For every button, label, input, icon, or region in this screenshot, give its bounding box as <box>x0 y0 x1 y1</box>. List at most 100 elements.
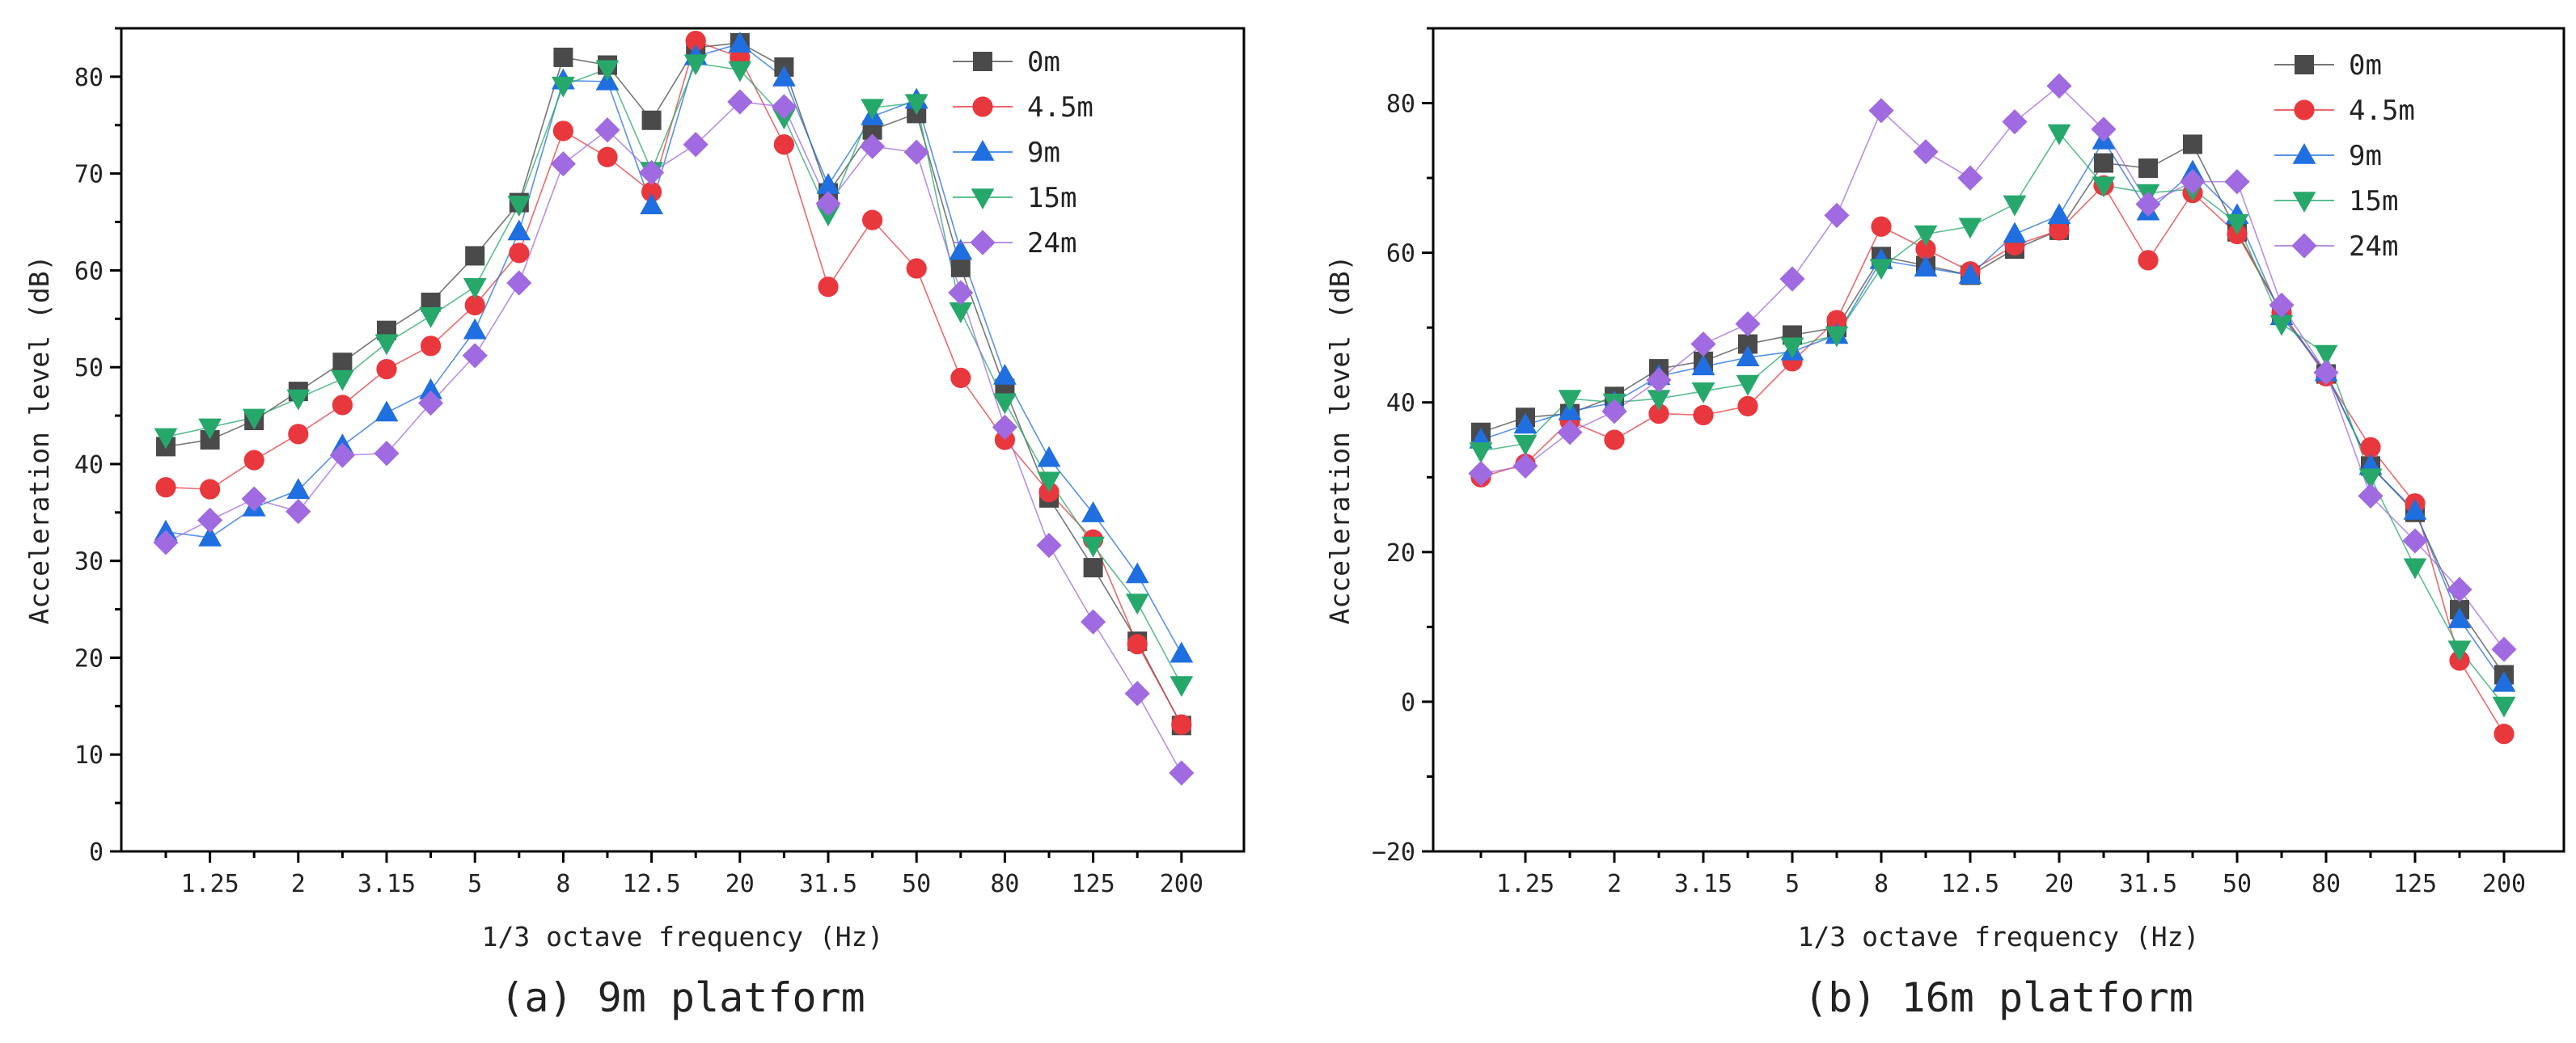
panel-b-series-15m-point <box>1736 374 1760 396</box>
panel-b-series-15m-point <box>1914 225 1938 247</box>
panel-a-series-15m-point <box>286 389 311 411</box>
panel-b-series-9m-point <box>1914 255 1938 277</box>
panel-a-y-axis-title: Acceleration level (dB) <box>23 255 55 625</box>
panel-b-legend: 0m 4.5m 9m 15m 24m <box>2274 49 2415 263</box>
panel-b-series-15m-point <box>1513 434 1538 456</box>
panel-a-series-15m-point <box>463 277 487 299</box>
panel-a-9m-platform: 0 10 20 30 40 50 60 70 80 1.25 2 3.15 5 8 12.5 20 31.5 50… <box>23 27 1246 1021</box>
panel-a-x-tick-label: 1.25 <box>180 870 239 898</box>
panel-b-series-15m-point <box>2047 124 2071 146</box>
panel-b-series-15m-point <box>1869 259 1893 281</box>
panel-b-series-4_5m-point <box>1915 239 1936 260</box>
panel-b-series-15m-point <box>1647 390 1671 412</box>
panel-a-y-tick-label: 20 <box>74 644 104 673</box>
panel-a-series-24m-point <box>594 117 620 143</box>
panel-b-series-15m-point <box>1780 337 1804 359</box>
panel-b-series-4_5m-line <box>1480 184 2505 735</box>
panel-b-series-24m-point <box>2224 169 2250 195</box>
panel-b-y-tick-label: 60 <box>1386 240 1415 268</box>
panel-a-series-9m-point <box>463 318 487 340</box>
panel-a-series-4_5m-point <box>552 120 574 141</box>
panel-a-legend-0m-label: 0m <box>1027 46 1060 78</box>
panel-a-series-4_5m-point <box>243 450 264 471</box>
panel-a-legend: 0m 4.5m 9m 15m 24m <box>953 46 1093 260</box>
panel-b-x-tick-label: 50 <box>2223 870 2252 898</box>
panel-a-x-axis-title: 1/3 octave frequency (Hz) <box>482 921 884 952</box>
panel-b-legend-9m-marker <box>2292 143 2316 164</box>
panel-a-series-4_5m-point <box>641 181 662 203</box>
panel-a-series-24m-point <box>462 343 488 369</box>
panel-b-series-15m-point <box>2403 558 2427 580</box>
panel-a-series-4_5m-point <box>685 30 706 52</box>
panel-b-x-tick-label: 200 <box>2482 870 2526 898</box>
panel-a-legend-24m-marker <box>970 230 996 255</box>
panel-a-series-24m-point <box>727 89 753 115</box>
panel-a-series-4_5m-point <box>818 277 839 298</box>
panel-b-legend-0m-label: 0m <box>2349 49 2382 82</box>
panel-a-legend-4_5m-marker <box>972 96 993 117</box>
panel-a-legend-15m-label: 15m <box>1027 182 1077 214</box>
panel-a-series-15m-point <box>242 408 266 430</box>
panel-b-series-15m-point <box>2092 176 2116 198</box>
panel-a-series-24m-point <box>241 486 267 512</box>
panel-b-legend-9m-label: 9m <box>2349 140 2382 172</box>
panel-a-x-tick-label: 8 <box>556 870 570 898</box>
panel-a-series-15m-point <box>1037 471 1061 493</box>
panel-b-series-24m-point <box>1957 165 1983 191</box>
panel-b-caption: (b) 16m platform <box>1804 974 2193 1021</box>
panel-a-series-15m-point <box>993 393 1017 415</box>
panel-a-series-4_5m-point <box>950 367 971 388</box>
panel-a-series-9m-point <box>419 378 442 399</box>
panel-a-ticks: 0 10 20 30 40 50 60 70 80 1.25 2 3.15 5 8 12.5 20 31.5 50… <box>74 27 1203 898</box>
panel-b-series-15m-point <box>1825 326 1849 348</box>
panel-a-series-15m-point <box>374 334 399 356</box>
panel-b-legend-24m-label: 24m <box>2349 230 2398 263</box>
panel-a-series-9m-point <box>949 239 973 260</box>
panel-a-series-15m-point <box>595 60 620 82</box>
panel-b-series-15m-point <box>1558 390 1582 412</box>
panel-a-legend-24m-label: 24m <box>1027 227 1077 260</box>
panel-a-series-24m-point <box>815 191 841 217</box>
panel-a-series-15m-line <box>165 62 1182 686</box>
panel-a-series-24m-point <box>639 159 665 186</box>
panel-a-series-24m-point <box>1124 681 1150 707</box>
panel-b-series-24m-point <box>1512 453 1538 479</box>
panel-b-series-15m-point <box>2358 468 2383 490</box>
panel-a-series-15m-point <box>949 302 973 323</box>
panel-a-y-tick-label: 60 <box>74 257 104 285</box>
panel-b-ticks: −20 0 20 40 60 80 1.25 2 3.15 5 8 12.5 20 31.5 50 80 125… <box>1372 27 2526 898</box>
panel-a-legend-4_5m-label: 4.5m <box>1027 91 1093 124</box>
panel-a-series-0m-point <box>465 246 485 266</box>
panel-a-series-15m-point <box>1081 536 1105 558</box>
panel-a-x-tick-label: 50 <box>902 870 931 898</box>
panel-a-series-4_5m-point <box>509 243 530 264</box>
panel-b-x-tick-label: 125 <box>2393 870 2437 898</box>
panel-a-series-24m-point <box>153 530 179 555</box>
panel-a-series-24m-line <box>165 101 1182 774</box>
panel-b-series-9m-point <box>1691 354 1715 376</box>
panel-b-series-15m-point <box>2314 344 2338 366</box>
panel-b-series-24m-point <box>1868 98 1894 124</box>
panel-b-x-tick-label: 3.15 <box>1674 870 1732 898</box>
panel-b-x-tick-label: 20 <box>2045 870 2074 898</box>
panel-b-series-15m-point <box>1469 442 1493 463</box>
panel-b-series-15m-line <box>1480 132 2505 707</box>
panel-b-series-0m-point <box>2094 153 2113 173</box>
panel-a-y-tick-label: 40 <box>74 451 104 479</box>
panel-a-series-15m-point <box>1170 676 1194 698</box>
panel-a-series-24m-point <box>418 390 444 416</box>
panel-a-series-9m-point <box>198 525 222 547</box>
panel-a-y-tick-label: 30 <box>74 548 104 576</box>
panel-a-series-9m-point <box>1125 562 1149 584</box>
panel-b-y-axis-title: Acceleration level (dB) <box>1324 255 1356 625</box>
panel-b-x-tick-label: 5 <box>1785 870 1800 898</box>
panel-a-x-tick-label: 80 <box>990 870 1019 898</box>
panel-b-x-tick-label: 12.5 <box>1941 870 1999 898</box>
panel-b-series-0m-point <box>2183 134 2202 154</box>
panel-a-series-24m-point <box>903 139 929 165</box>
panel-a-y-tick-label: 50 <box>74 354 104 382</box>
panel-a-series-15m-point <box>331 369 354 391</box>
panel-a-series-24m-point <box>1169 760 1195 786</box>
panel-a-series-15m-point <box>419 306 442 328</box>
panel-a-series-0m-point <box>1083 558 1103 578</box>
